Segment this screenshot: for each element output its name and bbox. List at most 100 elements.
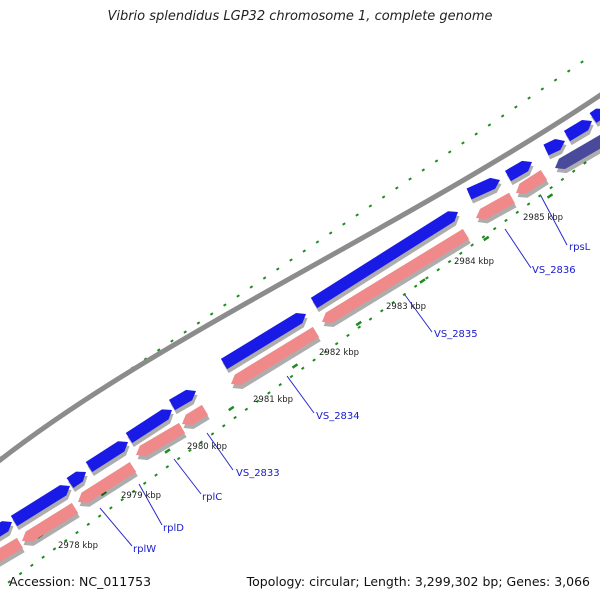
minor-tick <box>391 300 395 305</box>
minor-tick <box>315 240 320 244</box>
minor-tick <box>402 292 407 297</box>
reverse-gene <box>476 192 517 224</box>
label-connector <box>540 195 568 246</box>
minor-tick <box>504 218 508 223</box>
kbp-label-2978: 2978 kbp <box>58 541 98 551</box>
minor-tick <box>120 497 124 502</box>
map-title: Vibrio splendidus LGP32 chromosome 1, co… <box>107 9 493 24</box>
kbp-label-2985: 2985 kbp <box>523 213 563 223</box>
gene-label-rpsL: rpsL <box>569 242 591 253</box>
chromosome-backbone <box>0 92 600 464</box>
minor-tick <box>436 268 441 272</box>
minor-tick <box>447 259 452 264</box>
minor-tick <box>413 284 418 288</box>
minor-tick <box>255 399 260 403</box>
minor-tick <box>492 227 497 231</box>
genome-summary-text: Topology: circular; Length: 3,299,302 bp… <box>246 574 590 589</box>
minor-tick <box>278 383 283 387</box>
minor-tick <box>526 202 531 206</box>
gene-label-rplD: rplD <box>163 523 184 534</box>
reverse-gene <box>182 404 210 429</box>
minor-tick <box>408 177 412 181</box>
forward-gene <box>10 485 72 531</box>
minor-tick <box>199 440 203 444</box>
minor-tick <box>196 321 201 325</box>
minor-tick <box>183 330 187 334</box>
accession-text: Accession: NC_011753 <box>9 574 152 589</box>
gene-label-rplC: rplC <box>202 492 222 503</box>
minor-tick <box>262 276 267 280</box>
major-tick <box>100 490 107 497</box>
minor-tick <box>86 522 91 526</box>
forward-gene <box>563 119 594 146</box>
minor-tick <box>312 358 316 362</box>
minor-tick <box>170 339 174 343</box>
minor-tick <box>323 350 328 354</box>
gene-features <box>0 108 600 567</box>
kbp-label-2984: 2984 kbp <box>454 257 494 267</box>
label-connector <box>206 432 234 471</box>
forward-gene <box>85 441 130 477</box>
kbp-label-2982: 2982 kbp <box>319 348 359 358</box>
minor-tick <box>165 465 170 469</box>
minor-tick <box>515 210 520 214</box>
reverse-gene <box>322 228 471 327</box>
minor-tick <box>474 132 478 136</box>
label-connector <box>404 294 433 333</box>
kbp-label-2981: 2981 kbp <box>253 395 293 405</box>
reverse-gene <box>22 502 80 546</box>
forward-gene <box>168 389 198 415</box>
other-gene <box>555 134 600 174</box>
minor-tick <box>52 547 57 551</box>
minor-tick <box>97 514 102 518</box>
label-connector <box>173 458 202 495</box>
minor-tick <box>63 539 68 543</box>
reverse-gene <box>231 326 321 389</box>
minor-tick <box>289 374 294 379</box>
minor-tick <box>342 222 346 226</box>
minor-tick <box>481 235 486 239</box>
major-tick <box>228 405 235 412</box>
forward-gene <box>310 211 460 313</box>
minor-tick <box>447 150 452 154</box>
forward-gene <box>543 139 567 160</box>
minor-tick <box>236 294 240 298</box>
minor-tick <box>571 169 576 173</box>
reverse-gene <box>136 422 187 461</box>
minor-tick <box>244 407 249 412</box>
minor-tick <box>346 333 350 338</box>
kbp-label-2980: 2980 kbp <box>187 442 227 452</box>
minor-tick <box>355 213 359 217</box>
minor-tick <box>540 87 545 91</box>
gene-label-VS_2835: VS_2835 <box>434 329 478 340</box>
minor-tick <box>334 341 339 346</box>
label-connector <box>99 507 133 547</box>
minor-tick <box>368 317 373 321</box>
minor-tick <box>267 391 271 395</box>
forward-gene <box>125 409 174 448</box>
major-tick <box>291 363 299 369</box>
kbp-labels: 2978 kbp 2979 kbp 2980 kbp 2981 kbp 2982… <box>58 213 563 551</box>
minor-tick <box>30 563 34 568</box>
minor-tick <box>566 69 571 73</box>
forward-gene <box>220 313 308 374</box>
minor-tick <box>41 555 45 559</box>
minor-tick <box>553 78 558 82</box>
minor-tick <box>328 231 333 235</box>
minor-tick <box>549 185 553 190</box>
minor-tick <box>131 489 136 494</box>
label-connector <box>286 375 315 414</box>
gene-label-VS_2833: VS_2833 <box>236 468 280 479</box>
reverse-gene <box>516 169 549 198</box>
minor-tick <box>275 267 280 271</box>
major-tick <box>355 320 362 327</box>
forward-gene <box>66 471 88 492</box>
forward-gene <box>504 160 534 186</box>
label-connectors <box>99 195 568 547</box>
label-connector <box>138 483 163 526</box>
minor-tick <box>302 249 307 253</box>
minor-tick <box>233 415 237 420</box>
minor-tick <box>109 506 113 510</box>
